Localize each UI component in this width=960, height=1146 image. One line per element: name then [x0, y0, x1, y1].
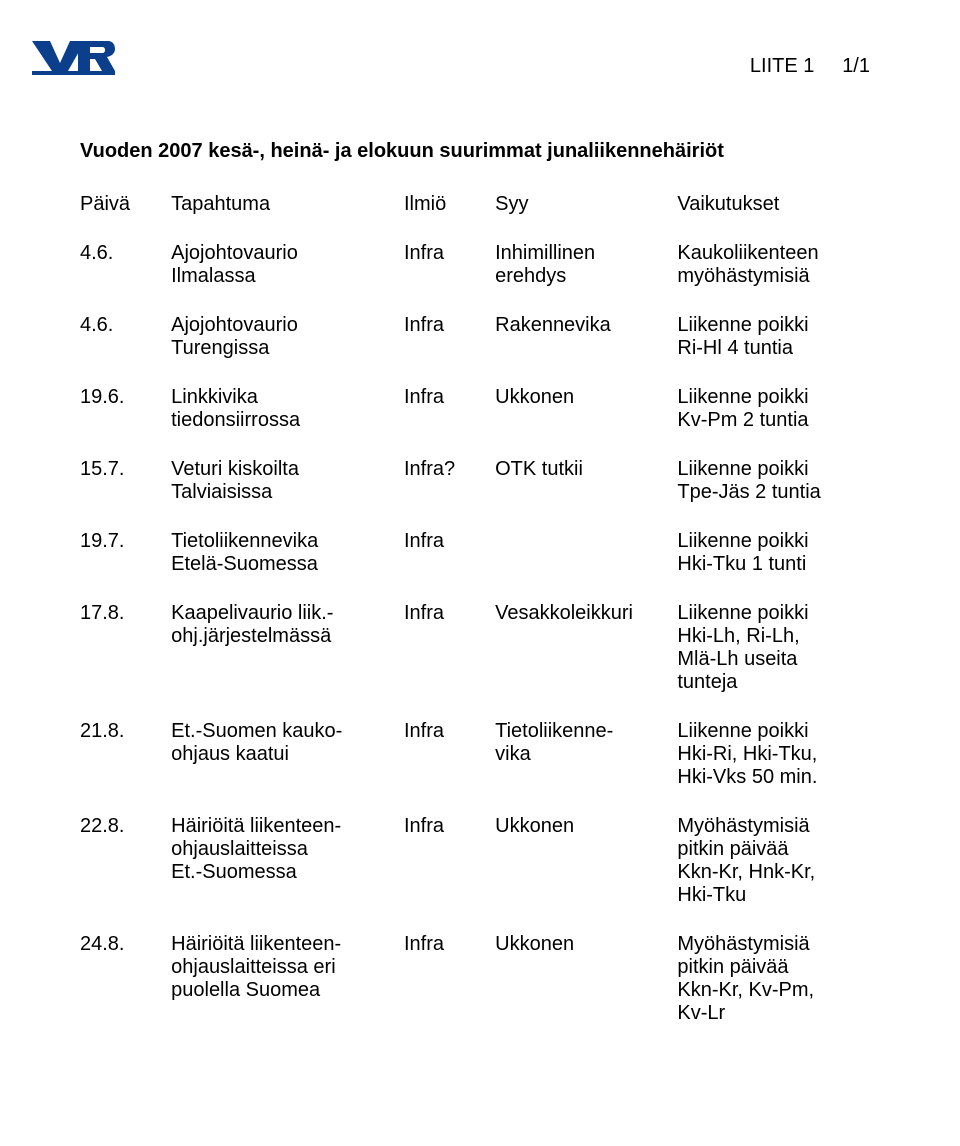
table-row: 19.7.TietoliikennevikaEtelä-SuomessaInfr… [80, 504, 890, 576]
cell-cause: Ukkonen [495, 907, 677, 1025]
cell-effects: Liikenne poikkiKv-Pm 2 tuntia [677, 360, 890, 432]
disruption-table: Päivä Tapahtuma Ilmiö Syy Vaikutukset 4.… [80, 193, 890, 1025]
cell-date: 21.8. [80, 694, 171, 789]
cell-cause: Ukkonen [495, 789, 677, 907]
cell-date: 19.7. [80, 504, 171, 576]
cell-effects: Kaukoliikenteenmyöhästymisiä [677, 216, 890, 288]
table-row: 24.8.Häiriöitä liikenteen-ohjauslaitteis… [80, 907, 890, 1025]
col-date: Päivä [80, 193, 171, 216]
cell-event: Veturi kiskoiltaTalviaisissa [171, 432, 404, 504]
table-row: 22.8.Häiriöitä liikenteen-ohjauslaitteis… [80, 789, 890, 907]
cell-effects: Liikenne poikkiTpe-Jäs 2 tuntia [677, 432, 890, 504]
cell-cause: Inhimillinenerehdys [495, 216, 677, 288]
cell-phenomenon: Infra [404, 907, 495, 1025]
cell-phenomenon: Infra? [404, 432, 495, 504]
cell-date: 4.6. [80, 288, 171, 360]
cell-date: 4.6. [80, 216, 171, 288]
cell-phenomenon: Infra [404, 789, 495, 907]
cell-phenomenon: Infra [404, 504, 495, 576]
cell-event: AjojohtovaurioIlmalassa [171, 216, 404, 288]
cell-effects: Myöhästymisiäpitkin päivääKkn-Kr, Hnk-Kr… [677, 789, 890, 907]
cell-event: AjojohtovaurioTurengissa [171, 288, 404, 360]
cell-cause: Vesakkoleikkuri [495, 576, 677, 694]
document-page: LIITE 1 1/1 Vuoden 2007 kesä-, heinä- ja… [0, 0, 960, 1146]
cell-effects: Myöhästymisiäpitkin päivääKkn-Kr, Kv-Pm,… [677, 907, 890, 1025]
document-title: Vuoden 2007 kesä-, heinä- ja elokuun suu… [80, 140, 890, 163]
page-header-right: LIITE 1 1/1 [750, 55, 870, 78]
cell-date: 17.8. [80, 576, 171, 694]
table-row: 19.6.LinkkivikatiedonsiirrossaInfraUkkon… [80, 360, 890, 432]
col-event: Tapahtuma [171, 193, 404, 216]
cell-effects: Liikenne poikkiHki-Lh, Ri-Lh,Mlä-Lh usei… [677, 576, 890, 694]
table-row: 15.7.Veturi kiskoiltaTalviaisissaInfra?O… [80, 432, 890, 504]
table-row: 17.8.Kaapelivaurio liik.-ohj.järjestelmä… [80, 576, 890, 694]
cell-event: TietoliikennevikaEtelä-Suomessa [171, 504, 404, 576]
appendix-label: LIITE 1 [750, 55, 814, 77]
col-effects: Vaikutukset [677, 193, 890, 216]
col-phenomenon: Ilmiö [404, 193, 495, 216]
cell-cause [495, 504, 677, 576]
cell-cause: Tietoliikenne-vika [495, 694, 677, 789]
cell-effects: Liikenne poikkiRi-Hl 4 tuntia [677, 288, 890, 360]
cell-date: 19.6. [80, 360, 171, 432]
cell-phenomenon: Infra [404, 694, 495, 789]
cell-date: 22.8. [80, 789, 171, 907]
table-row: 21.8.Et.-Suomen kauko-ohjaus kaatuiInfra… [80, 694, 890, 789]
cell-date: 15.7. [80, 432, 171, 504]
cell-event: Kaapelivaurio liik.-ohj.järjestelmässä [171, 576, 404, 694]
cell-event: Häiriöitä liikenteen-ohjauslaitteissaEt.… [171, 789, 404, 907]
cell-effects: Liikenne poikkiHki-Tku 1 tunti [677, 504, 890, 576]
page-number: 1/1 [842, 55, 870, 77]
cell-event: Häiriöitä liikenteen-ohjauslaitteissa er… [171, 907, 404, 1025]
table-row: 4.6.AjojohtovaurioTurengissaInfraRakenne… [80, 288, 890, 360]
col-cause: Syy [495, 193, 677, 216]
vr-logo [30, 35, 115, 82]
cell-date: 24.8. [80, 907, 171, 1025]
cell-effects: Liikenne poikkiHki-Ri, Hki-Tku,Hki-Vks 5… [677, 694, 890, 789]
table-row: 4.6.AjojohtovaurioIlmalassaInfraInhimill… [80, 216, 890, 288]
cell-cause: OTK tutkii [495, 432, 677, 504]
cell-cause: Rakennevika [495, 288, 677, 360]
cell-phenomenon: Infra [404, 360, 495, 432]
cell-cause: Ukkonen [495, 360, 677, 432]
cell-phenomenon: Infra [404, 288, 495, 360]
cell-phenomenon: Infra [404, 216, 495, 288]
cell-event: Linkkivikatiedonsiirrossa [171, 360, 404, 432]
cell-event: Et.-Suomen kauko-ohjaus kaatui [171, 694, 404, 789]
cell-phenomenon: Infra [404, 576, 495, 694]
table-header-row: Päivä Tapahtuma Ilmiö Syy Vaikutukset [80, 193, 890, 216]
